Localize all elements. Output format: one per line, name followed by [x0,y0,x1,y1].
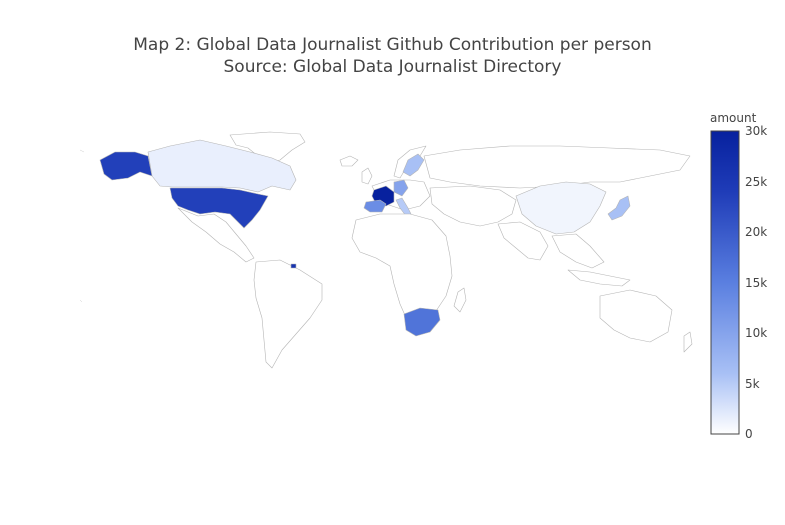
country-uk [361,167,373,185]
edge-line-left [79,149,85,153]
country-spain[interactable] [363,199,387,213]
colorbar-tick-label: 30k [745,124,768,138]
map-title: Map 2: Global Data Journalist Github Con… [0,34,785,78]
colorbar-tick-label: 0 [745,427,753,441]
country-germany[interactable] [393,179,409,197]
region-southeast-asia [551,233,605,269]
country-australia [599,289,673,343]
colorbar-tick-label: 10k [745,326,768,340]
country-madagascar [453,287,467,313]
country-canada[interactable] [147,139,297,193]
region-central-asia [429,185,517,227]
country-trinidad-and-tobago[interactable] [290,263,297,269]
country-iceland [339,155,359,167]
title-line-1: Map 2: Global Data Journalist Github Con… [133,35,652,55]
country-new-zealand [683,331,693,353]
colorbar-tick-label: 15k [745,275,768,290]
region-south-asia [497,221,549,261]
colorbar-title: amount [710,111,757,125]
title-line-2: Source: Global Data Journalist Directory [223,57,562,77]
region-africa [351,213,453,325]
colorbar-tick-label: 5k [745,376,760,391]
country-russia [423,145,691,189]
colorbar-gradient [710,130,740,435]
country-china[interactable] [515,181,607,235]
country-mexico [177,207,255,263]
country-south-africa[interactable] [403,307,441,337]
colorbar-tick-label: 25k [745,174,768,189]
edge-line-left-2 [79,299,83,303]
country-sweden[interactable] [402,153,425,177]
region-south-america [253,259,323,369]
country-greenland [229,131,306,165]
colorbar-tick-label: 20k [745,225,768,239]
country-japan[interactable] [607,195,631,221]
country-indonesia [567,269,631,287]
country-usa-alaska[interactable] [99,151,153,181]
country-usa[interactable] [169,187,269,229]
